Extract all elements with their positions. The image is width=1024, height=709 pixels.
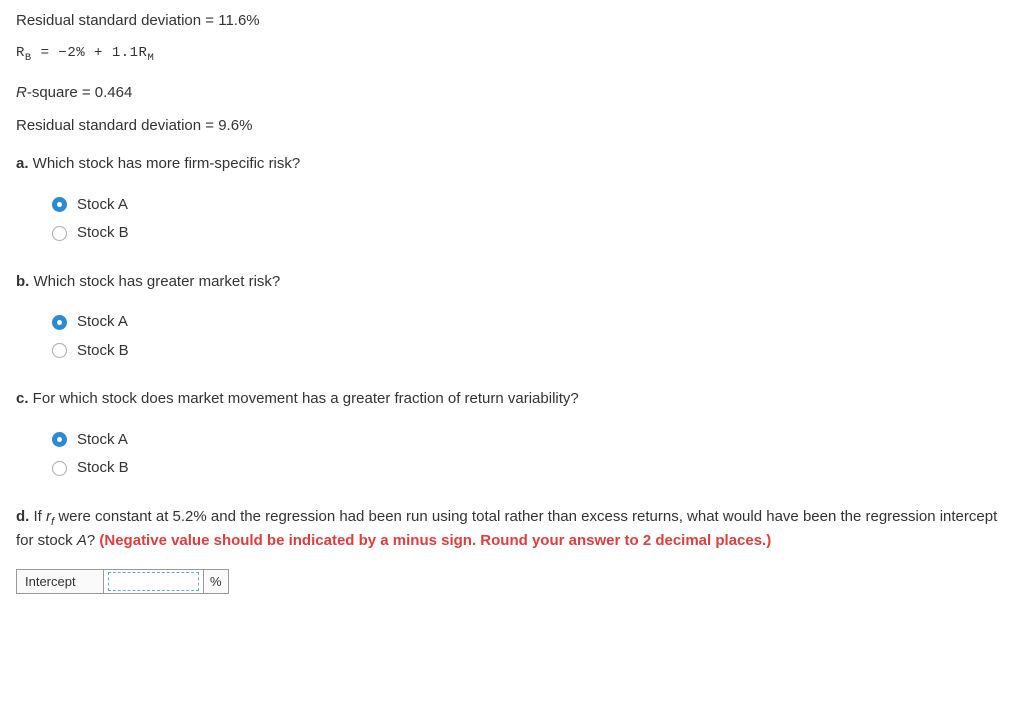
radio-icon: [52, 343, 67, 358]
intercept-input[interactable]: [104, 569, 204, 595]
radio-label: Stock A: [77, 311, 128, 334]
radio-row-c-stock-b[interactable]: Stock B: [52, 457, 1008, 480]
residual-sd-line-1: Residual standard deviation = 11.6%: [16, 10, 1008, 33]
radio-label: Stock A: [77, 429, 128, 452]
radio-group-c: Stock A Stock B: [52, 429, 1008, 480]
radio-icon: [52, 226, 67, 241]
radio-row-a-stock-b[interactable]: Stock B: [52, 222, 1008, 245]
intercept-unit: %: [204, 569, 229, 595]
question-c: c. For which stock does market movement …: [16, 388, 1008, 411]
radio-label: Stock B: [77, 222, 129, 245]
radio-row-c-stock-a[interactable]: Stock A: [52, 429, 1008, 452]
radio-icon: [52, 315, 67, 330]
radio-icon: [52, 432, 67, 447]
r-square-line: R-square = 0.464: [16, 82, 1008, 105]
radio-label: Stock A: [77, 194, 128, 217]
radio-row-b-stock-b[interactable]: Stock B: [52, 340, 1008, 363]
intercept-label: Intercept: [16, 569, 104, 595]
regression-equation: RB = −2% + 1.1RM: [16, 43, 1008, 67]
radio-icon: [52, 461, 67, 476]
question-b: b. Which stock has greater market risk?: [16, 271, 1008, 294]
question-d: d. If rf were constant at 5.2% and the r…: [16, 506, 1008, 553]
radio-row-b-stock-a[interactable]: Stock A: [52, 311, 1008, 334]
radio-icon: [52, 197, 67, 212]
question-a: a. Which stock has more firm-specific ri…: [16, 153, 1008, 176]
radio-row-a-stock-a[interactable]: Stock A: [52, 194, 1008, 217]
radio-group-a: Stock A Stock B: [52, 194, 1008, 245]
radio-label: Stock B: [77, 457, 129, 480]
intercept-table: Intercept %: [16, 569, 1008, 595]
radio-label: Stock B: [77, 340, 129, 363]
residual-sd-line-2: Residual standard deviation = 9.6%: [16, 115, 1008, 138]
radio-group-b: Stock A Stock B: [52, 311, 1008, 362]
